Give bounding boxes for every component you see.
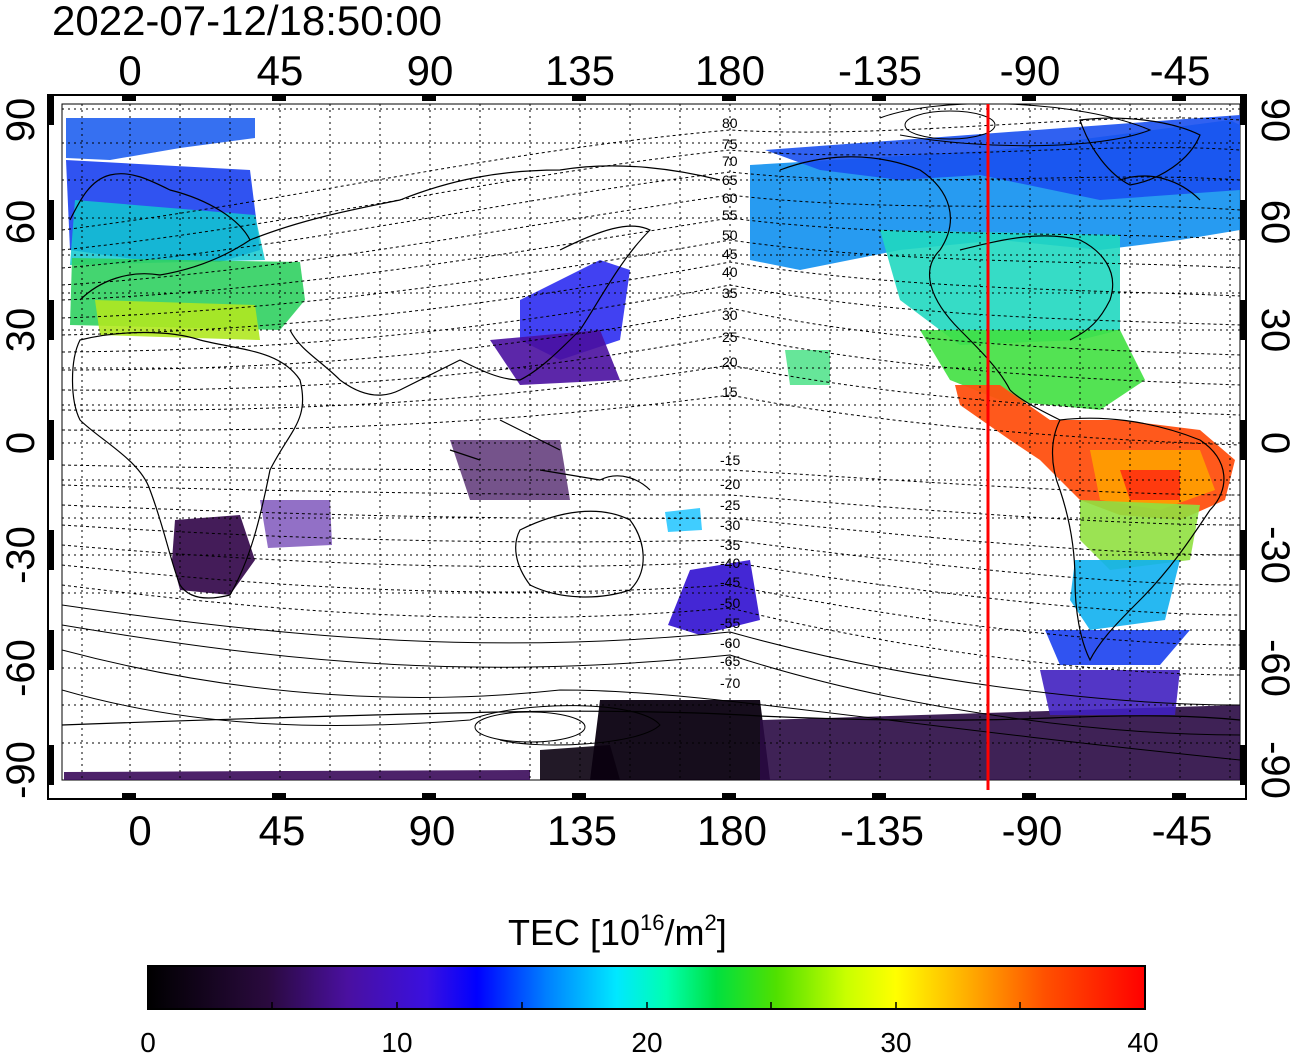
colorbar-tick: 40 <box>1127 1027 1158 1057</box>
contour-label: -30 <box>720 517 740 533</box>
magnetic-contours <box>62 104 1240 761</box>
right-lat-label: 60 <box>1253 200 1294 245</box>
right-lat-label: -90 <box>1253 741 1294 799</box>
contour-label: -70 <box>720 675 740 691</box>
contour-label: 40 <box>722 264 738 280</box>
right-lat-label: 0 <box>1253 432 1294 454</box>
top-lon-label: -90 <box>1000 47 1061 94</box>
top-lon-label: 180 <box>695 47 765 94</box>
left-lat-label: 60 <box>0 200 43 245</box>
frame-ticks <box>48 95 1246 799</box>
contour-label: -55 <box>720 615 740 631</box>
bottom-lon-label: -45 <box>1152 807 1213 854</box>
colorbar-tick: 0 <box>140 1027 156 1057</box>
colorbar-tick: 20 <box>631 1027 662 1057</box>
contour-label: 20 <box>722 354 738 370</box>
contour-label: -50 <box>720 595 740 611</box>
top-lon-label: 0 <box>118 47 141 94</box>
bottom-lon-label: 180 <box>697 807 767 854</box>
colorbar-tick: 30 <box>880 1027 911 1057</box>
bottom-longitude-labels: 0 45 90 135 180 -135 -90 -45 <box>128 807 1212 854</box>
bottom-lon-label: 45 <box>259 807 306 854</box>
contour-label: -15 <box>720 452 740 468</box>
right-lat-label: 90 <box>1253 98 1294 143</box>
contour-label: 75 <box>722 136 738 152</box>
contour-label: -65 <box>720 653 740 669</box>
contour-label: 25 <box>722 329 738 345</box>
contour-label: 65 <box>722 172 738 188</box>
left-lat-label: -30 <box>0 526 43 584</box>
graticule <box>62 104 1240 780</box>
right-lat-label: -60 <box>1253 639 1294 697</box>
left-lat-label: -60 <box>0 639 43 697</box>
top-lon-label: 90 <box>407 47 454 94</box>
top-lon-label: 135 <box>545 47 615 94</box>
left-lat-label: 90 <box>0 98 43 143</box>
top-lon-label: -135 <box>838 47 922 94</box>
colorbar-tick: 10 <box>381 1027 412 1057</box>
contour-label: 60 <box>722 190 738 206</box>
bottom-lon-label: 90 <box>409 807 456 854</box>
contour-label: 35 <box>722 285 738 301</box>
coastlines <box>62 117 1240 726</box>
bottom-lon-label: -135 <box>840 807 924 854</box>
timestamp-title: 2022-07-12/18:50:00 <box>52 0 442 44</box>
left-lat-label: -90 <box>0 741 43 799</box>
contour-label: 45 <box>722 246 738 262</box>
right-lat-label: 30 <box>1253 308 1294 353</box>
contour-label: -25 <box>720 497 740 513</box>
contour-label: 15 <box>722 384 738 400</box>
contour-label: -45 <box>720 574 740 590</box>
contour-label: 30 <box>722 307 738 323</box>
contour-label: -35 <box>720 537 740 553</box>
contour-label: 80 <box>722 115 738 131</box>
contour-label: 55 <box>722 207 738 223</box>
tec-data-layer <box>64 115 1240 780</box>
right-lat-label: -30 <box>1253 526 1294 584</box>
contour-label: 70 <box>722 153 738 169</box>
left-lat-label: 30 <box>0 308 43 353</box>
left-latitude-labels: 90 60 30 0 -30 -60 -90 <box>0 98 43 799</box>
top-lon-label: -45 <box>1150 47 1211 94</box>
bottom-lon-label: 135 <box>547 807 617 854</box>
colorbar-minor-ticks <box>271 1002 1021 1009</box>
colorbar-tick-labels: 0 10 20 30 40 <box>140 1027 1158 1058</box>
right-latitude-labels: 90 60 30 0 -30 -60 -90 <box>1253 98 1294 799</box>
contour-label: 50 <box>722 227 738 243</box>
contour-label: -20 <box>720 476 740 492</box>
bottom-lon-label: -90 <box>1002 807 1063 854</box>
contour-label: -40 <box>720 555 740 571</box>
top-longitude-labels: 0 45 90 135 180 -135 -90 -45 <box>118 47 1210 94</box>
colorbar-title: TEC [1016/m2] <box>508 910 727 953</box>
left-lat-label: 0 <box>0 432 43 454</box>
top-lon-label: 45 <box>257 47 304 94</box>
contour-label: -60 <box>720 635 740 651</box>
bottom-lon-label: 0 <box>128 807 151 854</box>
